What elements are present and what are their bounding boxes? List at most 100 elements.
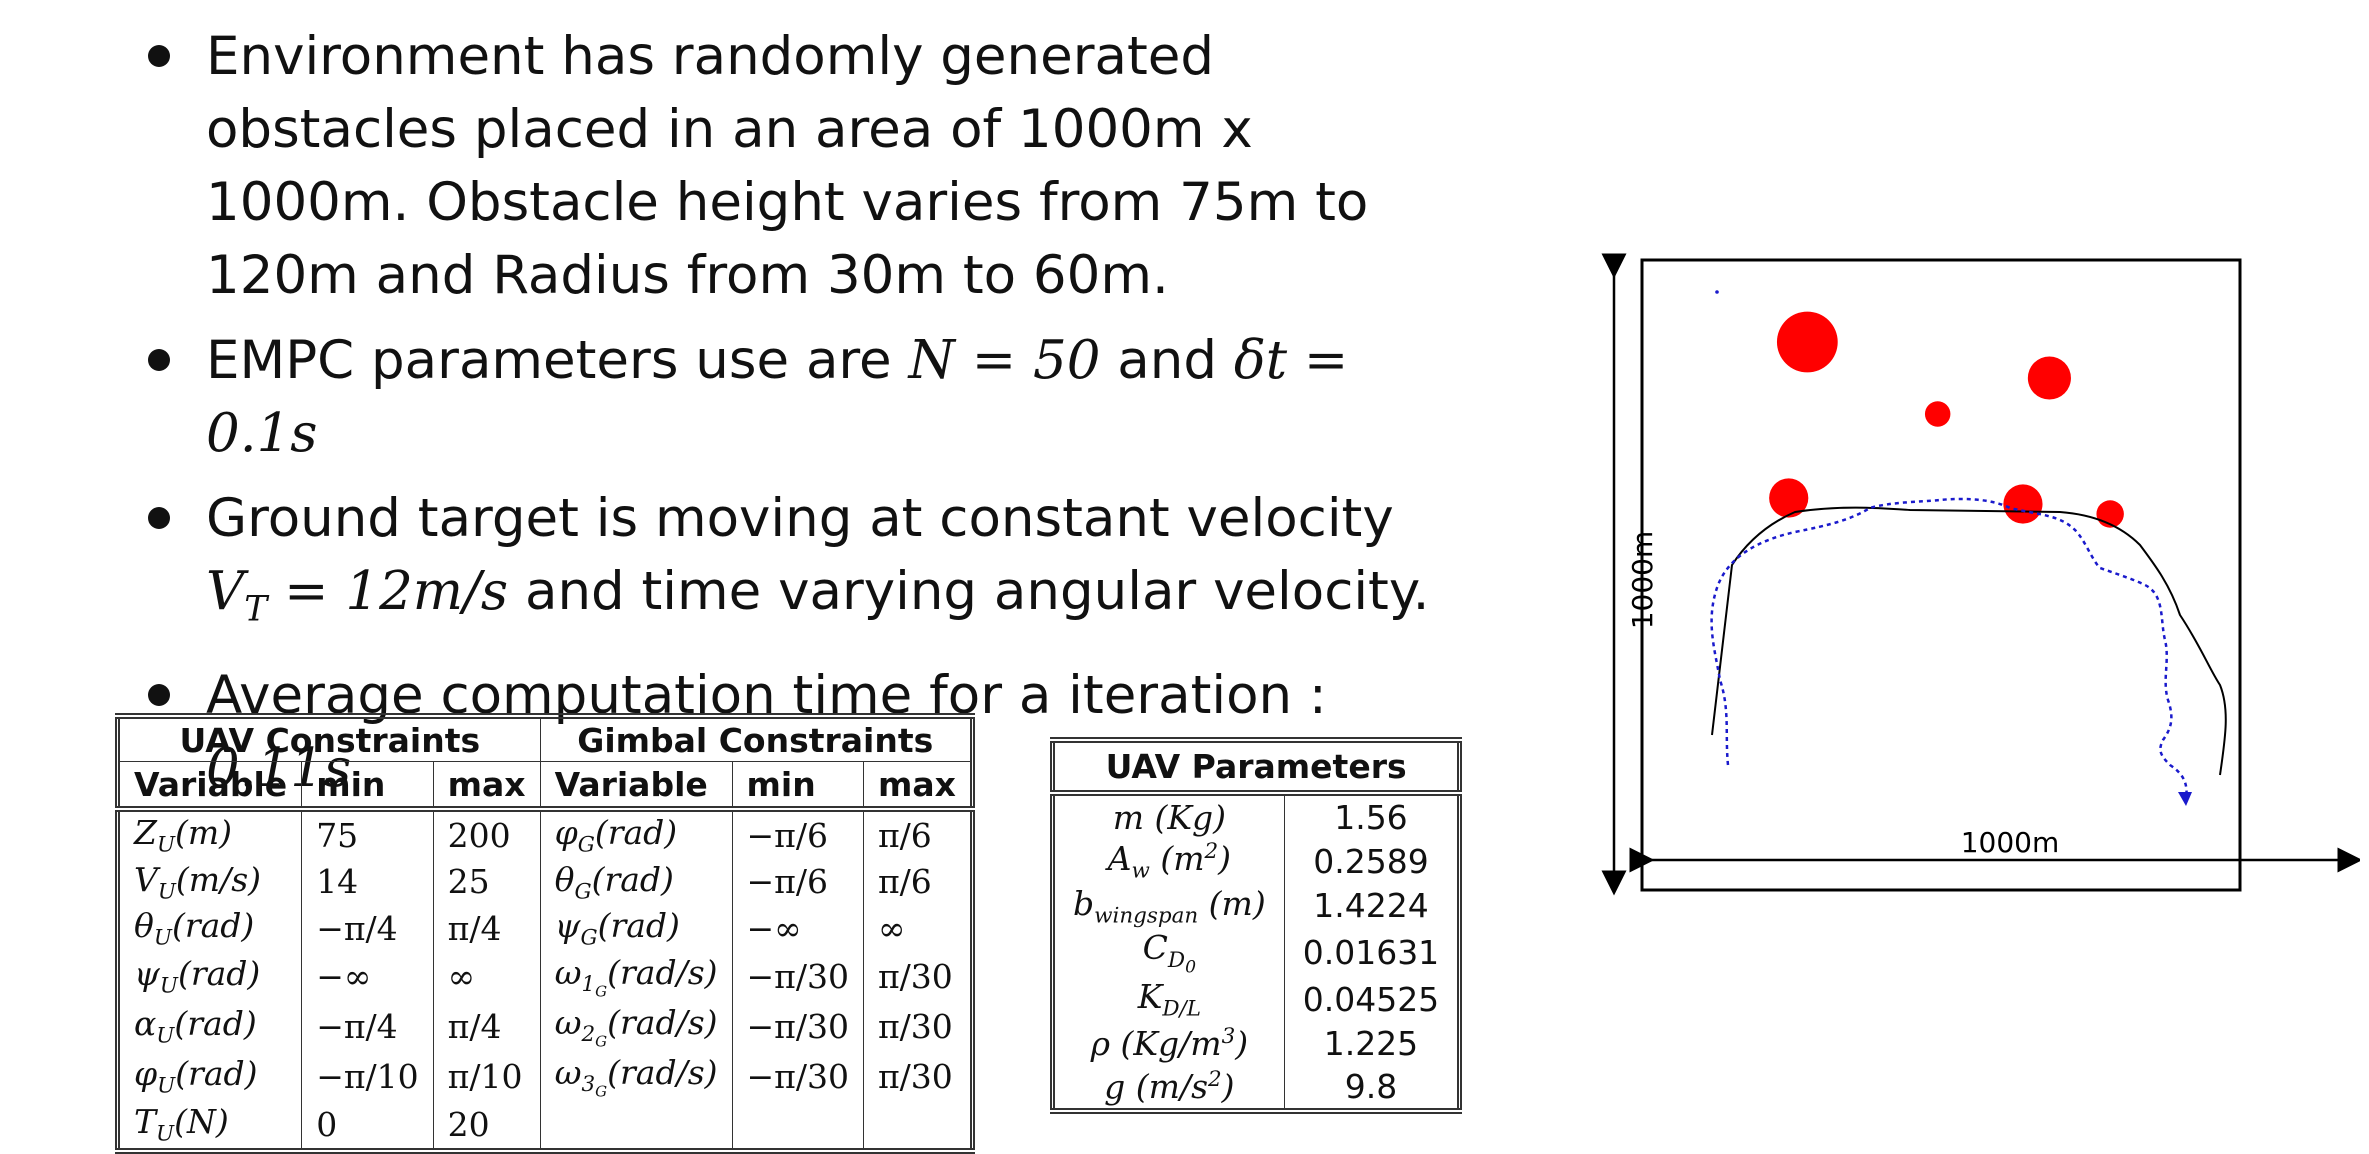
variable-cell: ω1G(rad/s) — [540, 951, 733, 1002]
bullet-text: EMPC parameters use are — [206, 330, 909, 391]
variable-cell: VU(m/s) — [114, 858, 303, 906]
variable-cell — [540, 1101, 733, 1154]
max-cell: π/30 — [863, 951, 975, 1002]
bullet-target: Ground target is moving at constant velo… — [140, 482, 1460, 647]
area-boundary — [1640, 258, 2242, 892]
obstacle-group — [1769, 311, 2124, 528]
parameter-value-cell: 1.4224 — [1284, 883, 1463, 929]
min-cell: −π/10 — [301, 1051, 434, 1102]
min-cell: −π/6 — [732, 858, 864, 906]
max-cell: ∞ — [433, 951, 541, 1002]
target-start-dot — [1715, 290, 1719, 294]
uav-parameters-header: UAV Parameters — [1049, 737, 1463, 796]
bullet-environment: Environment has randomly generated obsta… — [140, 20, 1460, 312]
parameter-value-cell: 9.8 — [1284, 1064, 1463, 1114]
table-row: θU(rad) −π/4 π/4 ψG(rad) −∞ ∞ — [114, 905, 975, 952]
obstacle — [1769, 478, 1809, 518]
bullet-dot — [148, 349, 170, 371]
min-cell: −π/30 — [732, 951, 864, 1002]
max-cell: 20 — [433, 1101, 541, 1154]
equation-horizon: N = 50 — [908, 330, 1101, 391]
bullet-list: Environment has randomly generated obsta… — [140, 20, 1460, 817]
max-cell: 25 — [433, 858, 541, 906]
max-cell: π/10 — [433, 1051, 541, 1102]
uav-path — [1711, 506, 2227, 776]
min-cell: 0 — [301, 1101, 434, 1154]
min-cell: −π/6 — [732, 809, 864, 859]
variable-cell: ZU(m) — [114, 809, 303, 859]
y-axis-label: 1000m — [1626, 531, 1659, 630]
min-cell: −π/30 — [732, 1051, 864, 1102]
table-row: KD/L 0.04525 — [1050, 977, 1463, 1022]
col-header: min — [301, 761, 434, 812]
obstacle — [1924, 401, 1951, 427]
parameter-name-cell: Aw (m2) — [1050, 839, 1285, 884]
table-row: ZU(m) 75 200 φG(rad) −π/6 π/6 — [114, 809, 975, 859]
table-row: g (m/s2) 9.8 — [1050, 1064, 1463, 1114]
max-cell: π/6 — [863, 809, 975, 859]
col-header: Variable — [114, 761, 303, 812]
max-cell: π/30 — [863, 1001, 975, 1052]
gimbal-constraints-header: Gimbal Constraints — [540, 713, 975, 762]
variable-cell: φG(rad) — [540, 809, 733, 859]
variable-cell: αU(rad) — [114, 1001, 303, 1052]
min-cell: −π/4 — [301, 1001, 434, 1052]
max-cell: π/6 — [863, 858, 975, 906]
min-cell: −π/30 — [732, 1001, 864, 1052]
uav-constraints-header: UAV Constraints — [115, 713, 541, 762]
variable-cell: TU(N) — [114, 1101, 303, 1154]
constraints-table: UAV Constraints Gimbal Constraints Varia… — [114, 713, 975, 1154]
col-header: Variable — [540, 761, 733, 812]
parameter-value-cell: 0.04525 — [1284, 977, 1463, 1022]
bullet-dot — [148, 45, 170, 67]
target-end-arrow — [2178, 792, 2192, 806]
variable-cell: ψG(rad) — [540, 905, 733, 952]
max-cell: π/30 — [863, 1051, 975, 1102]
parameter-value-cell: 1.225 — [1284, 1021, 1463, 1065]
variable-cell: ω2G(rad/s) — [540, 1001, 733, 1052]
table-row: ψU(rad) −∞ ∞ ω1G(rad/s) −π/30 π/30 — [114, 951, 975, 1002]
table-row: ρ (Kg/m3) 1.225 — [1050, 1021, 1463, 1065]
obstacle — [1776, 311, 1838, 373]
equation-velocity: VT = 12m/s — [206, 561, 509, 630]
min-cell — [732, 1101, 864, 1154]
max-cell: 200 — [433, 809, 541, 859]
max-cell: π/4 — [433, 1001, 541, 1052]
min-cell: 14 — [301, 858, 434, 906]
environment-figure: 1000m 1000m — [1601, 253, 2360, 896]
table-row: αU(rad) −π/4 π/4 ω2G(rad/s) −π/30 π/30 — [114, 1001, 975, 1052]
parameter-value-cell: 1.56 — [1284, 793, 1463, 839]
col-header: max — [433, 761, 541, 812]
bullet-text: and — [1100, 330, 1234, 391]
target-path — [1710, 497, 2188, 801]
parameter-name-cell: KD/L — [1050, 977, 1285, 1022]
table-row: TU(N) 0 20 — [114, 1101, 975, 1154]
min-cell: −∞ — [301, 951, 434, 1002]
parameter-name-cell: g (m/s2) — [1050, 1064, 1285, 1114]
bullet-empc: EMPC parameters use are N = 50 and δt = … — [140, 324, 1460, 470]
max-cell — [863, 1101, 975, 1154]
bullet-text: and time varying angular velocity. — [508, 561, 1430, 622]
bullet-dot — [148, 507, 170, 529]
variable-cell: θG(rad) — [540, 858, 733, 906]
variable-cell: φU(rad) — [114, 1051, 303, 1102]
bullet-dot — [148, 683, 170, 706]
uav-parameters-table: UAV Parameters m (Kg) 1.56 Aw (m2) 0.2589 bw… — [1049, 737, 1463, 1114]
min-cell: 75 — [301, 809, 434, 859]
max-cell: ∞ — [863, 905, 975, 952]
table-row: VU(m/s) 14 25 θG(rad) −π/6 π/6 — [114, 858, 975, 906]
parameter-name-cell: ρ (Kg/m3) — [1050, 1021, 1285, 1065]
x-axis-label: 1000m — [1961, 826, 2060, 859]
variable-cell: ψU(rad) — [114, 951, 303, 1002]
variable-cell: ω3G(rad/s) — [540, 1051, 733, 1102]
obstacle — [2027, 356, 2071, 400]
col-header: min — [732, 761, 864, 812]
equation-timestep: δt = 0.1s — [206, 330, 1349, 464]
bullet-text: Environment has randomly generated obsta… — [206, 26, 1369, 306]
parameter-name-cell: bwingspan (m) — [1050, 883, 1285, 929]
table-row: m (Kg) 1.56 — [1050, 793, 1463, 839]
parameter-name-cell: m (Kg) — [1050, 793, 1285, 839]
bullet-text: Ground target is moving at constant velo… — [206, 488, 1394, 549]
parameter-value-cell: 0.2589 — [1284, 839, 1463, 884]
col-header: max — [863, 761, 975, 812]
